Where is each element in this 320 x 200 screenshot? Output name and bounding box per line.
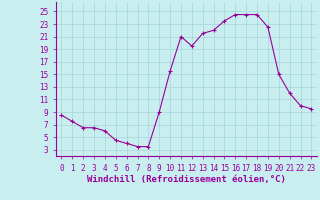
X-axis label: Windchill (Refroidissement éolien,°C): Windchill (Refroidissement éolien,°C) bbox=[87, 175, 286, 184]
